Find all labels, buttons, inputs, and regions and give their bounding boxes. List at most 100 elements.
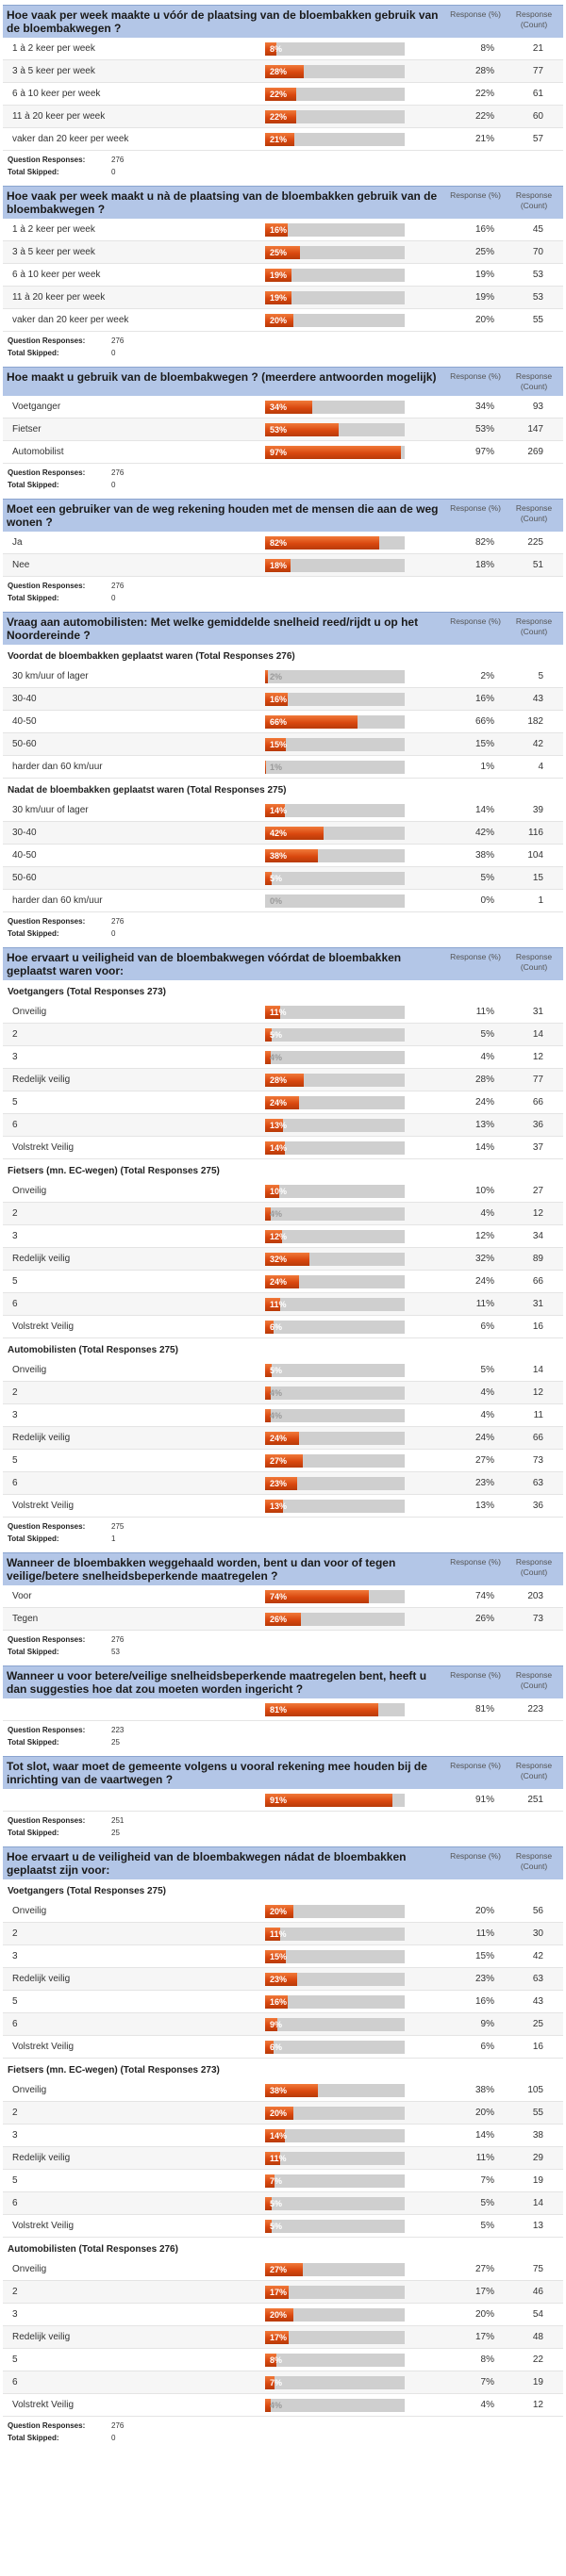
answer-label: Redelijk veilig — [12, 1075, 71, 1085]
bar-percent-label: 6% — [270, 2042, 283, 2052]
question-title: Wanneer u voor betere/veilige snelheidsb… — [7, 1669, 427, 1696]
column-header-percent: Response (%) — [450, 371, 501, 381]
response-count: 73 — [532, 1455, 543, 1466]
response-bar-fill — [265, 1252, 310, 1266]
skipped-label: Total Skipped: — [8, 929, 59, 938]
answer-row: Redelijk veilig 23% 23% 63 — [3, 1968, 563, 1991]
response-count: 45 — [532, 224, 543, 235]
response-bar-fill — [265, 535, 380, 550]
bar-percent-label: 8% — [270, 43, 283, 54]
bar-percent-label: 11% — [270, 2153, 287, 2163]
skipped-label: Total Skipped: — [8, 1648, 59, 1656]
bar-percent-label: 7% — [270, 2175, 283, 2186]
response-bar-fill — [265, 2151, 281, 2165]
responses-value: 276 — [111, 156, 125, 164]
response-percent: 14% — [474, 2130, 494, 2141]
column-header-count: Response (Count) — [515, 616, 553, 636]
answer-row: 3 14% 14% 38 — [3, 2125, 563, 2147]
answer-row: 50-60 15% 15% 42 — [3, 733, 563, 756]
response-bar-track: 11% — [265, 2151, 405, 2165]
answer-label: Automobilist — [12, 447, 64, 457]
response-bar-track: 32% — [265, 1252, 405, 1266]
response-percent: 22% — [474, 111, 494, 122]
answer-label: 5 — [12, 2175, 18, 2186]
response-bar-track: 13% — [265, 1118, 405, 1132]
answer-row: Voetganger 34% 34% 93 — [3, 396, 563, 418]
skipped-row: Total Skipped: 0 — [8, 2432, 559, 2444]
skipped-value: 0 — [111, 349, 116, 357]
answer-row: 2 17% 17% 46 — [3, 2281, 563, 2304]
skipped-row: Total Skipped: 0 — [8, 166, 559, 178]
skipped-label: Total Skipped: — [8, 168, 59, 176]
response-bar-fill — [265, 1274, 299, 1288]
response-count: 43 — [532, 1996, 543, 2007]
response-count: 13 — [532, 2221, 543, 2231]
response-bar-track: 27% — [265, 1453, 405, 1468]
answer-row: 6 13% 13% 36 — [3, 1114, 563, 1137]
response-count: 54 — [532, 2309, 543, 2320]
response-bar-fill — [265, 1095, 299, 1109]
response-bar-track: 19% — [265, 290, 405, 304]
responses-row: Question Responses: 276 — [8, 154, 559, 166]
answer-row: 3 15% 15% 42 — [3, 1945, 563, 1968]
question-summary: Question Responses: 223 Total Skipped: 25 — [3, 1721, 563, 1748]
answer-label: Onveilig — [12, 2085, 47, 2095]
response-percent: 23% — [474, 1478, 494, 1488]
skipped-value: 0 — [111, 594, 116, 602]
skipped-row: Total Skipped: 53 — [8, 1646, 559, 1658]
response-count: 225 — [527, 537, 543, 548]
response-count: 182 — [527, 716, 543, 727]
responses-row: Question Responses: 223 — [8, 1724, 559, 1736]
skipped-value: 53 — [111, 1648, 120, 1656]
response-bar-track: 1% — [265, 760, 405, 774]
question-header: Hoe maakt u gebruik van de bloembakwegen… — [3, 367, 563, 396]
question-header: Hoe vaak per week maakte u vóór de plaat… — [3, 5, 563, 38]
question-summary: Question Responses: 276 Total Skipped: 0 — [3, 464, 563, 491]
bar-percent-label: 14% — [270, 1142, 288, 1153]
response-percent: 32% — [474, 1254, 494, 1264]
response-bar-fill — [265, 1793, 392, 1807]
skipped-row: Total Skipped: 0 — [8, 592, 559, 604]
response-bar-track: 24% — [265, 1095, 405, 1109]
subgroup-title: Fietsers (mn. EC-wegen) (Total Responses… — [8, 1166, 220, 1176]
response-bar-fill — [265, 64, 305, 78]
response-percent: 42% — [474, 828, 494, 838]
answer-row: 30 km/uur of lager 2% 2% 5 — [3, 665, 563, 688]
response-count: 12 — [532, 1208, 543, 1219]
bar-percent-label: 15% — [270, 739, 288, 749]
answer-row: Fietser 53% 53% 147 — [3, 418, 563, 441]
answer-row: Redelijk veilig 32% 32% 89 — [3, 1248, 563, 1271]
response-bar-fill — [265, 222, 288, 237]
responses-label: Question Responses: — [8, 917, 86, 926]
response-bar-track: 5% — [265, 2219, 405, 2233]
response-count: 38 — [532, 2130, 543, 2141]
answer-row: 3 20% 20% 54 — [3, 2304, 563, 2326]
response-bar-track: 7% — [265, 2174, 405, 2188]
bar-percent-label: 18% — [270, 560, 288, 570]
response-bar-track: 18% — [265, 558, 405, 572]
response-count: 66 — [532, 1276, 543, 1287]
response-bar-fill — [265, 2174, 275, 2188]
responses-value: 276 — [111, 917, 125, 926]
response-percent: 26% — [474, 1614, 494, 1624]
responses-row: Question Responses: 276 — [8, 2420, 559, 2432]
response-count: 19 — [532, 2377, 543, 2387]
response-percent: 2% — [480, 671, 494, 681]
skipped-value: 0 — [111, 929, 116, 938]
question-header: Moet een gebruiker van de weg rekening h… — [3, 499, 563, 532]
question-title: Tot slot, waar moet de gemeente volgens … — [7, 1760, 427, 1786]
bar-percent-label: 16% — [270, 1996, 288, 2007]
answer-row: Redelijk veilig 24% 24% 66 — [3, 1427, 563, 1450]
response-count: 42 — [532, 1951, 543, 1961]
response-bar-fill — [265, 669, 268, 683]
response-percent: 14% — [474, 1142, 494, 1153]
response-bar-track: 14% — [265, 1140, 405, 1155]
answer-row: 6 23% 23% 63 — [3, 1472, 563, 1495]
response-percent: 5% — [480, 2198, 494, 2208]
response-count: 5 — [538, 671, 543, 681]
skipped-label: Total Skipped: — [8, 481, 59, 489]
response-percent: 25% — [474, 247, 494, 257]
answer-row: 2 5% 5% 14 — [3, 1024, 563, 1046]
response-percent: 9% — [480, 2019, 494, 2029]
response-percent: 0% — [480, 895, 494, 906]
